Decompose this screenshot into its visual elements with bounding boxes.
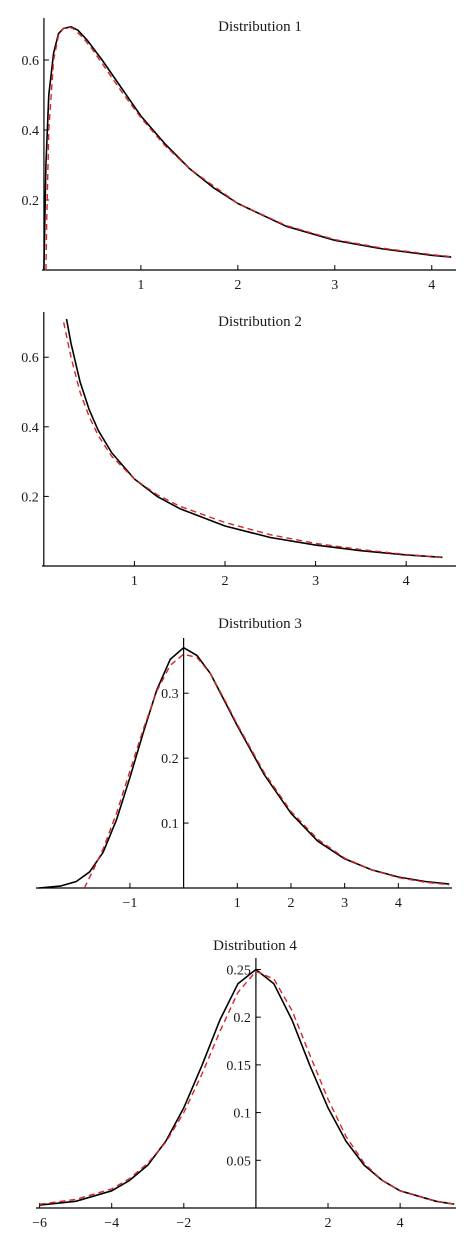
y-tick-label: 0.6 <box>21 54 39 69</box>
x-tick-label: 1 <box>234 896 241 911</box>
x-tick-label: 1 <box>137 278 144 293</box>
x-tick-label: 2 <box>287 896 294 911</box>
dashed-fit-curve <box>45 26 452 271</box>
y-tick-label: 0.15 <box>226 1059 251 1074</box>
x-tick-label: 1 <box>131 574 138 589</box>
dashed-fit-curve <box>39 970 455 1205</box>
x-tick-label: −4 <box>104 1216 119 1231</box>
x-tick-label: −6 <box>32 1216 47 1231</box>
x-tick-label: 3 <box>341 896 348 911</box>
x-tick-label: −2 <box>176 1216 191 1231</box>
solid-density-curve <box>39 968 455 1206</box>
x-tick-label: 3 <box>312 574 319 589</box>
x-tick-label: −1 <box>122 896 137 911</box>
x-tick-label: 2 <box>221 574 228 589</box>
dashed-fit-curve <box>83 653 450 889</box>
y-tick-label: 0.2 <box>161 752 179 767</box>
y-tick-label: 0.25 <box>226 963 251 978</box>
dashed-fit-curve <box>63 322 443 558</box>
y-tick-label: 0.05 <box>226 1154 251 1169</box>
y-tick-label: 0.2 <box>21 490 39 505</box>
solid-density-curve <box>43 26 452 271</box>
chart-title: Distribution 1 <box>218 19 302 35</box>
panel-distribution-2: 1 2 3 4 0.2 0.4 0.6 Distribution 2 <box>21 312 456 589</box>
y-tick-label: 0.4 <box>21 421 39 436</box>
panel-distribution-1: 1 2 3 4 0.2 0.4 0.6 Distribution 1 <box>21 18 456 293</box>
x-tick-label: 2 <box>325 1216 332 1231</box>
panel-distribution-4: −6 −4 −2 2 4 0.05 0.1 0.15 0.2 0.25 Distribution 4 <box>32 938 456 1231</box>
x-tick-label: 3 <box>331 278 338 293</box>
y-tick-label: 0.2 <box>21 194 39 209</box>
chart-title: Distribution 4 <box>213 938 297 954</box>
y-tick-label: 0.2 <box>233 1011 251 1026</box>
y-tick-label: 0.6 <box>21 351 39 366</box>
y-tick-label: 0.1 <box>161 817 179 832</box>
y-tick-label: 0.3 <box>161 687 179 702</box>
chart-title: Distribution 3 <box>218 616 302 632</box>
x-tick-label: 4 <box>428 278 435 293</box>
y-tick-label: 0.4 <box>21 124 39 139</box>
solid-density-curve <box>38 646 450 889</box>
x-tick-label: 2 <box>234 278 241 293</box>
x-tick-label: 4 <box>403 574 410 589</box>
chart-title: Distribution 2 <box>218 314 302 330</box>
panel-distribution-3: −1 1 2 3 4 0.1 0.2 0.3 Distribution 3 <box>36 616 452 911</box>
x-tick-label: 4 <box>395 896 402 911</box>
y-tick-label: 0.1 <box>233 1107 251 1122</box>
solid-density-curve <box>65 318 443 559</box>
x-tick-label: 4 <box>397 1216 404 1231</box>
